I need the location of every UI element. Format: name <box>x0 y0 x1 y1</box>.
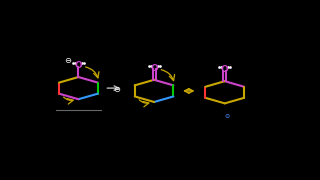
Text: ⊖: ⊖ <box>225 114 230 119</box>
Text: O: O <box>221 65 228 74</box>
Text: ⊖: ⊖ <box>64 56 71 65</box>
Text: O: O <box>75 61 82 70</box>
Text: ⊖: ⊖ <box>113 85 120 94</box>
Text: O: O <box>150 64 158 73</box>
